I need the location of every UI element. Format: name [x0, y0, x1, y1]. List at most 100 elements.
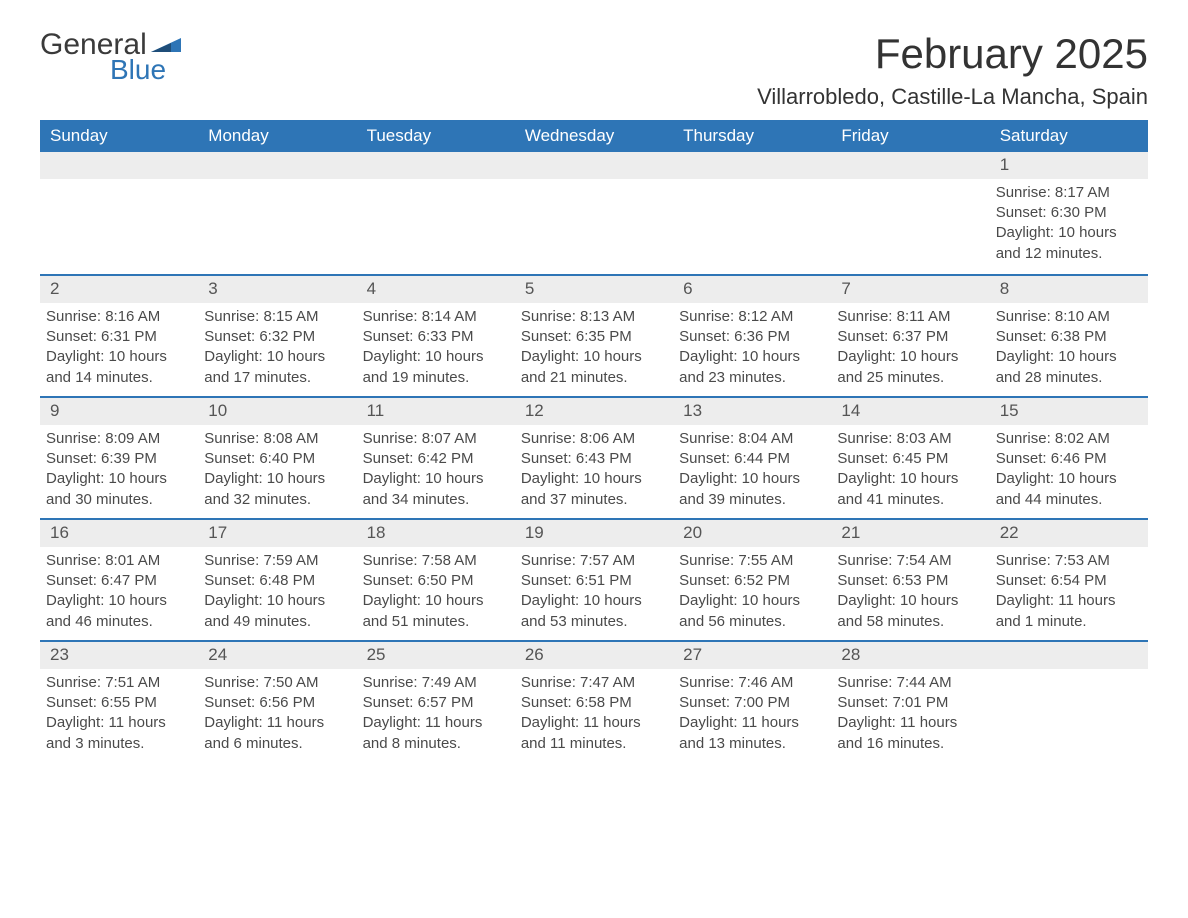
day-info-line: and 14 minutes.	[46, 368, 192, 388]
calendar-day: 27Sunrise: 7:46 AMSunset: 7:00 PMDayligh…	[673, 642, 831, 762]
day-number	[357, 152, 515, 179]
calendar-day: 3Sunrise: 8:15 AMSunset: 6:32 PMDaylight…	[198, 276, 356, 396]
day-number: 2	[40, 276, 198, 303]
day-info-line: Sunrise: 8:17 AM	[996, 183, 1142, 203]
day-info-line: Sunrise: 8:08 AM	[204, 429, 350, 449]
day-info-line: Daylight: 11 hours	[204, 713, 350, 733]
day-info-line: Sunset: 6:51 PM	[521, 571, 667, 591]
day-info-line: Sunset: 6:42 PM	[363, 449, 509, 469]
day-info-line: and 12 minutes.	[996, 244, 1142, 264]
dow-cell: Wednesday	[515, 120, 673, 152]
day-number: 22	[990, 520, 1148, 547]
calendar-day-empty	[673, 152, 831, 274]
day-info-line: Sunrise: 8:03 AM	[837, 429, 983, 449]
day-number: 26	[515, 642, 673, 669]
day-info-line: Daylight: 10 hours	[46, 469, 192, 489]
calendar-day: 26Sunrise: 7:47 AMSunset: 6:58 PMDayligh…	[515, 642, 673, 762]
day-number: 14	[831, 398, 989, 425]
day-info-line: Daylight: 11 hours	[363, 713, 509, 733]
day-info-line: Daylight: 10 hours	[521, 347, 667, 367]
day-number: 15	[990, 398, 1148, 425]
day-info-line: Sunset: 7:00 PM	[679, 693, 825, 713]
day-number: 18	[357, 520, 515, 547]
calendar-day: 18Sunrise: 7:58 AMSunset: 6:50 PMDayligh…	[357, 520, 515, 640]
day-info-line: Sunrise: 8:16 AM	[46, 307, 192, 327]
day-number: 25	[357, 642, 515, 669]
day-info-line: Sunrise: 7:47 AM	[521, 673, 667, 693]
day-info-line: Daylight: 10 hours	[204, 347, 350, 367]
calendar-day: 12Sunrise: 8:06 AMSunset: 6:43 PMDayligh…	[515, 398, 673, 518]
calendar-day: 11Sunrise: 8:07 AMSunset: 6:42 PMDayligh…	[357, 398, 515, 518]
day-info-line: Daylight: 11 hours	[837, 713, 983, 733]
day-info-line: Sunset: 6:31 PM	[46, 327, 192, 347]
calendar-day: 6Sunrise: 8:12 AMSunset: 6:36 PMDaylight…	[673, 276, 831, 396]
day-info-line: and 49 minutes.	[204, 612, 350, 632]
day-number: 19	[515, 520, 673, 547]
day-info-line: Sunrise: 8:14 AM	[363, 307, 509, 327]
calendar-day: 17Sunrise: 7:59 AMSunset: 6:48 PMDayligh…	[198, 520, 356, 640]
day-info-line: Sunrise: 8:04 AM	[679, 429, 825, 449]
day-number: 5	[515, 276, 673, 303]
day-info-line: Sunrise: 8:10 AM	[996, 307, 1142, 327]
day-info-line: Daylight: 10 hours	[46, 347, 192, 367]
day-number: 20	[673, 520, 831, 547]
day-info-line: Sunset: 7:01 PM	[837, 693, 983, 713]
day-number: 21	[831, 520, 989, 547]
day-info-line: Sunrise: 7:59 AM	[204, 551, 350, 571]
day-number	[990, 642, 1148, 669]
day-info-line: Daylight: 10 hours	[363, 347, 509, 367]
day-info-line: Sunrise: 7:57 AM	[521, 551, 667, 571]
day-info-line: Sunrise: 8:09 AM	[46, 429, 192, 449]
day-info-line: and 16 minutes.	[837, 734, 983, 754]
day-info-line: and 28 minutes.	[996, 368, 1142, 388]
day-info-line: Sunset: 6:37 PM	[837, 327, 983, 347]
calendar-day: 28Sunrise: 7:44 AMSunset: 7:01 PMDayligh…	[831, 642, 989, 762]
calendar-day: 16Sunrise: 8:01 AMSunset: 6:47 PMDayligh…	[40, 520, 198, 640]
calendar-day: 24 Sunrise: 7:50 AMSunset: 6:56 PMDayligh…	[198, 642, 356, 762]
day-info-line: and 58 minutes.	[837, 612, 983, 632]
day-info-line: Sunrise: 8:07 AM	[363, 429, 509, 449]
location-subtitle: Villarrobledo, Castille-La Mancha, Spain	[757, 84, 1148, 110]
calendar-day-empty	[515, 152, 673, 274]
calendar-day: 15Sunrise: 8:02 AMSunset: 6:46 PMDayligh…	[990, 398, 1148, 518]
day-info-line: Daylight: 10 hours	[204, 469, 350, 489]
dow-cell: Tuesday	[357, 120, 515, 152]
calendar-day: 25Sunrise: 7:49 AMSunset: 6:57 PMDayligh…	[357, 642, 515, 762]
day-info-line: Sunrise: 7:54 AM	[837, 551, 983, 571]
day-of-week-header: SundayMondayTuesdayWednesdayThursdayFrid…	[40, 120, 1148, 152]
day-info-line: Daylight: 11 hours	[521, 713, 667, 733]
day-number: 3	[198, 276, 356, 303]
calendar: SundayMondayTuesdayWednesdayThursdayFrid…	[40, 120, 1148, 762]
dow-cell: Sunday	[40, 120, 198, 152]
day-number	[673, 152, 831, 179]
calendar-week: 23Sunrise: 7:51 AMSunset: 6:55 PMDayligh…	[40, 640, 1148, 762]
calendar-day: 2 Sunrise: 8:16 AMSunset: 6:31 PMDaylight…	[40, 276, 198, 396]
calendar-week: 1Sunrise: 8:17 AMSunset: 6:30 PMDaylight…	[40, 152, 1148, 274]
day-info-line: Sunset: 6:32 PM	[204, 327, 350, 347]
day-number: 12	[515, 398, 673, 425]
calendar-day: 21Sunrise: 7:54 AMSunset: 6:53 PMDayligh…	[831, 520, 989, 640]
day-number: 11	[357, 398, 515, 425]
weeks-container: 1Sunrise: 8:17 AMSunset: 6:30 PMDaylight…	[40, 152, 1148, 762]
day-info-line: and 1 minute.	[996, 612, 1142, 632]
day-info-line: Sunset: 6:30 PM	[996, 203, 1142, 223]
day-info-line: Sunset: 6:36 PM	[679, 327, 825, 347]
day-info-line: Sunrise: 8:06 AM	[521, 429, 667, 449]
day-info-line: Sunset: 6:56 PM	[204, 693, 350, 713]
calendar-week: 2Sunrise: 8:16 AMSunset: 6:31 PMDaylight…	[40, 274, 1148, 396]
day-info-line: Sunset: 6:47 PM	[46, 571, 192, 591]
day-info-line: and 34 minutes.	[363, 490, 509, 510]
day-info-line: Daylight: 10 hours	[837, 469, 983, 489]
day-info-line: Sunrise: 7:58 AM	[363, 551, 509, 571]
day-info-line: Sunrise: 7:50 AM	[204, 673, 350, 693]
calendar-day-empty	[990, 642, 1148, 762]
day-info-line: Sunset: 6:35 PM	[521, 327, 667, 347]
day-info-line: Daylight: 10 hours	[521, 591, 667, 611]
day-info-line: Daylight: 10 hours	[837, 591, 983, 611]
calendar-day: 7Sunrise: 8:11 AMSunset: 6:37 PMDaylight…	[831, 276, 989, 396]
day-info-line: Daylight: 11 hours	[679, 713, 825, 733]
day-info-line: Sunset: 6:45 PM	[837, 449, 983, 469]
day-number: 24	[198, 642, 356, 669]
day-info-line: Sunrise: 7:53 AM	[996, 551, 1142, 571]
calendar-day-empty	[40, 152, 198, 274]
